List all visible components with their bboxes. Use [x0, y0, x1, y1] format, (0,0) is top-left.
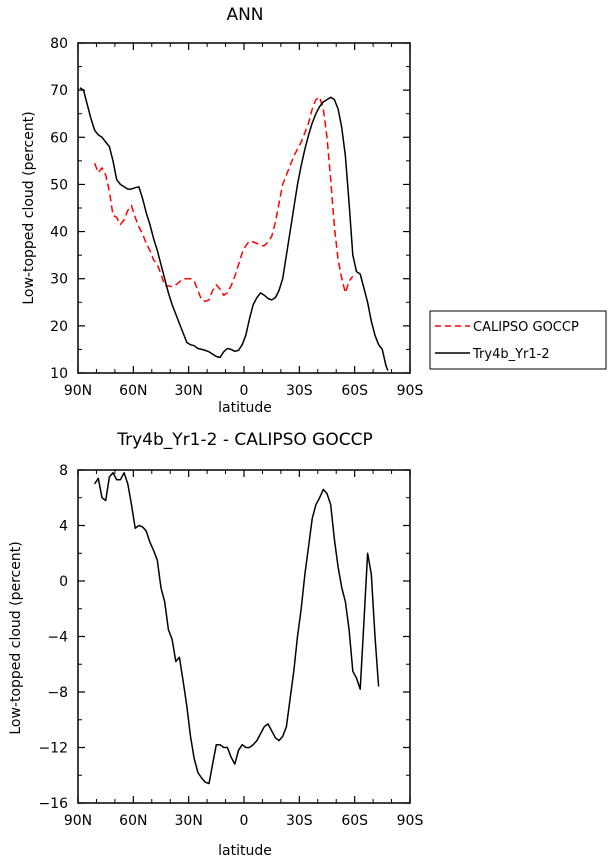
y-tick-label: −12 — [38, 741, 68, 757]
legend-label-calipso: CALIPSO GOCCP — [473, 320, 579, 335]
x-tick-label: 0 — [240, 813, 249, 829]
x-tick-label: 30S — [286, 383, 313, 399]
x-tick-label: 30N — [175, 813, 203, 829]
bottom-ticks: 90N 60N 30N 0 30S 60S 90S −16 −12 −8 −4 0 4 8 — [38, 463, 423, 829]
bottom-plot-frame — [77, 469, 411, 804]
bottom-chart-title: Try4b_Yr1-2 - CALIPSO GOCCP — [116, 430, 372, 450]
y-tick-label: 4 — [59, 519, 68, 535]
legend-box — [429, 310, 607, 370]
x-tick-label: 90S — [397, 813, 424, 829]
top-y-axis-label: Low-topped cloud (percent) — [21, 111, 37, 304]
bottom-y-axis-label: Low-topped cloud (percent) — [8, 541, 24, 734]
top-x-axis-label: latitude — [218, 400, 272, 416]
bottom-series-lines — [93, 472, 380, 785]
y-tick-label: −16 — [38, 796, 68, 812]
y-tick-label: 30 — [50, 272, 68, 288]
series-line-difference — [93, 472, 380, 785]
y-tick-label: −4 — [47, 630, 68, 646]
x-tick-label: 60S — [341, 813, 368, 829]
legend: CALIPSO GOCCP Try4b_Yr1-2 — [429, 310, 607, 370]
x-tick-label: 90N — [64, 813, 92, 829]
y-tick-label: 10 — [50, 366, 68, 382]
x-tick-label: 90N — [64, 383, 92, 399]
y-tick-label: 50 — [50, 177, 68, 193]
y-tick-label: 80 — [50, 36, 68, 52]
top-panel: ANN latitude Low-topped cloud (percent) … — [21, 5, 423, 416]
y-tick-label: 70 — [50, 83, 68, 99]
y-tick-label: 20 — [50, 319, 68, 335]
series-line-try4b-yr1-2 — [79, 87, 389, 371]
bottom-x-axis-label: latitude — [218, 843, 272, 859]
y-tick-label: 40 — [50, 225, 68, 241]
x-tick-label: 60N — [119, 813, 147, 829]
top-ticks: 90N 60N 30N 0 30S 60S 90S 10 20 30 40 50 60 70 80 — [50, 36, 423, 399]
top-chart-title: ANN — [226, 5, 263, 25]
top-series-lines — [79, 87, 389, 371]
x-tick-label: 0 — [240, 383, 249, 399]
y-tick-label: 8 — [59, 463, 68, 479]
y-tick-label: −8 — [47, 685, 68, 701]
top-plot-frame — [77, 42, 411, 374]
x-tick-label: 30S — [286, 813, 313, 829]
x-tick-label: 90S — [397, 383, 424, 399]
x-tick-label: 60N — [119, 383, 147, 399]
series-line-calipso-goccp — [93, 96, 354, 303]
x-tick-label: 30N — [175, 383, 203, 399]
legend-label-try4b: Try4b_Yr1-2 — [472, 347, 550, 362]
y-tick-label: 60 — [50, 130, 68, 146]
y-tick-label: 0 — [59, 574, 68, 590]
x-tick-label: 60S — [341, 383, 368, 399]
bottom-panel: Try4b_Yr1-2 - CALIPSO GOCCP latitude Low… — [8, 430, 423, 859]
